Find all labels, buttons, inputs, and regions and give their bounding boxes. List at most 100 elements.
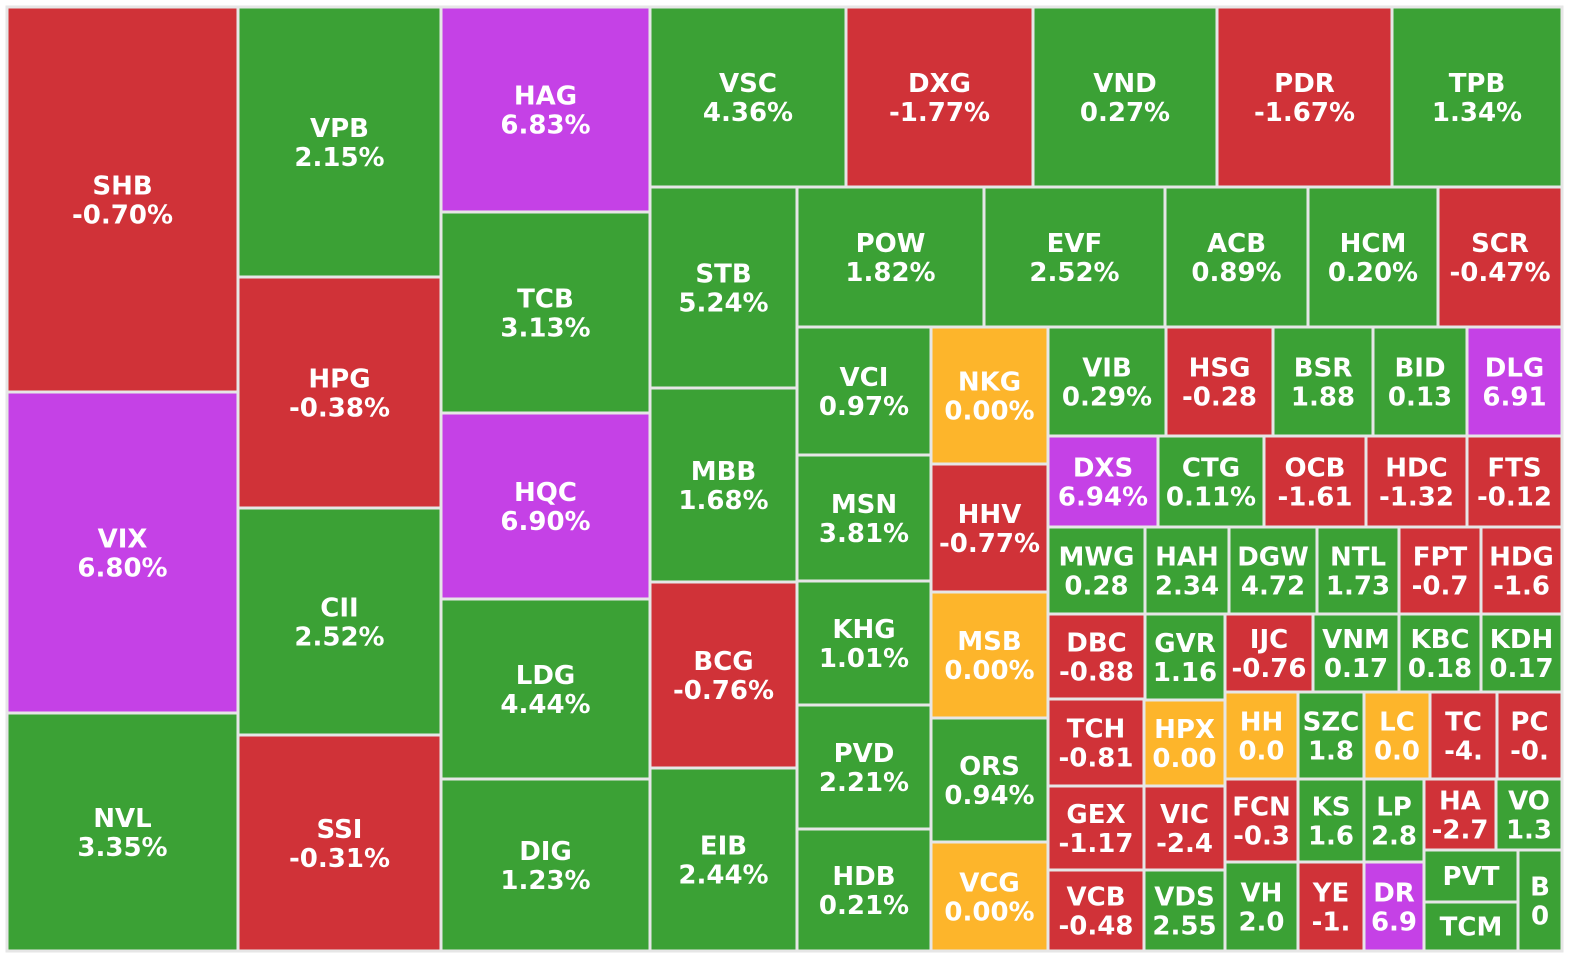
change-label: -1.17: [1059, 829, 1134, 859]
cell-pc[interactable]: PC-0.: [1495, 690, 1564, 781]
cell-gex[interactable]: GEX-1.17: [1046, 784, 1146, 872]
cell-hpg[interactable]: HPG-0.38%: [236, 275, 443, 510]
cell-fcn[interactable]: FCN-0.3: [1223, 777, 1300, 864]
cell-ye[interactable]: YE-1.: [1296, 860, 1366, 953]
cell-vic[interactable]: VIC-2.4: [1142, 784, 1227, 872]
cell-fts[interactable]: FTS-0.12: [1465, 434, 1564, 529]
cell-vcb[interactable]: VCB-0.48: [1046, 868, 1146, 953]
cell-fpt[interactable]: FPT-0.7: [1397, 525, 1483, 616]
ticker-label: VNM: [1322, 625, 1390, 655]
ticker-label: TCH: [1067, 715, 1126, 745]
cell-ssi[interactable]: SSI-0.31%: [236, 733, 443, 953]
cell-hdg[interactable]: HDG-1.6: [1479, 525, 1564, 616]
cell-ks[interactable]: KS1.6: [1296, 777, 1366, 864]
ticker-label: HCM: [1340, 229, 1407, 259]
cell-vo[interactable]: VO1.3: [1494, 777, 1564, 852]
cell-tc[interactable]: TC-4.: [1428, 690, 1499, 781]
ticker-label: DXS: [1073, 454, 1133, 484]
cell-tcm[interactable]: TCM: [1422, 900, 1520, 953]
cell-ocb[interactable]: OCB-1.61: [1262, 434, 1368, 529]
cell-rect-vcb: [1046, 868, 1146, 953]
cell-pdr[interactable]: PDR-1.67%: [1215, 5, 1394, 189]
cell-dr[interactable]: DR6.9: [1362, 860, 1426, 953]
ticker-label: ACB: [1207, 229, 1266, 259]
ticker-label: LC: [1379, 708, 1415, 738]
cell-ha[interactable]: HA-2.7: [1422, 777, 1498, 852]
cell-dbc[interactable]: DBC-0.88: [1046, 612, 1147, 701]
cell-tch[interactable]: TCH-0.81: [1046, 697, 1146, 788]
change-label: 0.97%: [819, 392, 909, 422]
ticker-label: VIB: [1082, 354, 1132, 384]
cell-ijc[interactable]: IJC-0.76: [1223, 612, 1315, 694]
change-label: 1.6: [1308, 822, 1354, 852]
ticker-label: LDG: [516, 661, 576, 691]
cell-lp[interactable]: LP2.8: [1362, 777, 1426, 864]
ticker-label: KS: [1312, 793, 1351, 823]
ticker-label: FPT: [1413, 543, 1468, 573]
cell-hdc[interactable]: HDC-1.32: [1364, 434, 1469, 529]
change-label: 0.94%: [944, 781, 1034, 811]
cell-pvt[interactable]: PVT: [1422, 848, 1520, 904]
cell-lc[interactable]: LC0.0: [1362, 690, 1432, 781]
cell-hsg[interactable]: HSG-0.28: [1164, 325, 1275, 438]
cell-vh[interactable]: VH2.0: [1223, 860, 1300, 953]
change-label: 1.88: [1291, 383, 1355, 413]
change-label: -0.31%: [289, 844, 390, 874]
cell-hhv[interactable]: HHV-0.77%: [929, 462, 1050, 594]
cell-scr[interactable]: SCR-0.47%: [1436, 185, 1564, 329]
cell-shb[interactable]: SHB-0.70%: [5, 5, 240, 394]
ticker-label: EIB: [700, 832, 747, 862]
change-label: 2.15%: [294, 143, 384, 173]
cell-b[interactable]: B0: [1516, 848, 1564, 953]
change-label: 0.21%: [819, 891, 909, 921]
cell-dxg[interactable]: DXG-1.77%: [844, 5, 1035, 189]
cell-hh[interactable]: HH0.0: [1223, 690, 1300, 781]
cell-bcg[interactable]: BCG-0.76%: [648, 580, 799, 770]
